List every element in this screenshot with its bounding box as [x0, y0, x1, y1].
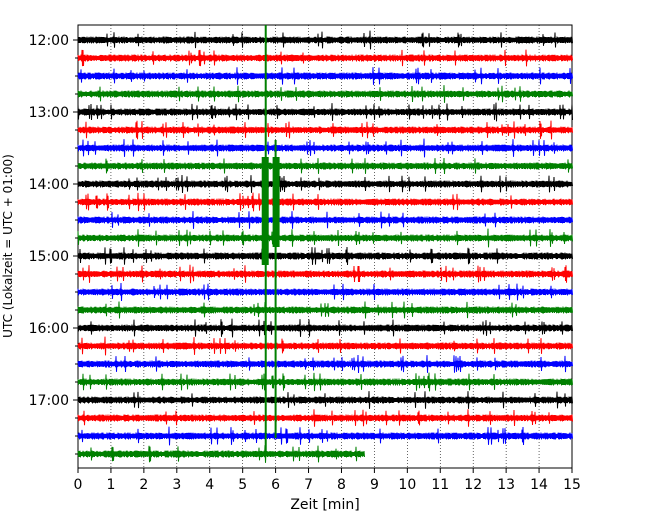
- event-burst: [272, 229, 280, 247]
- x-tick-label: 6: [271, 477, 280, 493]
- event-lines: [261, 25, 280, 456]
- event-burst: [261, 193, 269, 211]
- trace-row-21: [77, 409, 573, 427]
- trace-row-11: [77, 228, 573, 248]
- trace-row-2: [77, 67, 573, 85]
- trace-row-6: [77, 138, 573, 158]
- x-axis-label: Zeit [min]: [290, 497, 359, 513]
- trace-row-5: [77, 120, 573, 140]
- trace-row-8: [77, 174, 573, 194]
- event-burst: [272, 175, 280, 193]
- trace-row-10: [77, 211, 573, 229]
- x-tick-label: 7: [304, 477, 313, 493]
- trace-row-17: [77, 336, 573, 356]
- y-tick-label: 14:00: [29, 177, 69, 193]
- x-tick-label: 9: [370, 477, 379, 493]
- event-burst: [261, 229, 269, 247]
- trace-row-0: [77, 30, 573, 50]
- y-tick-label: 13:00: [29, 105, 69, 121]
- x-tick-label: 4: [205, 477, 214, 493]
- x-tick-label: 8: [337, 477, 346, 493]
- x-tick-label: 1: [106, 477, 115, 493]
- y-axis-label: UTC (Lokalzeit = UTC + 01:00): [1, 154, 15, 338]
- x-tick-label: 2: [139, 477, 148, 493]
- trace-row-1: [77, 49, 573, 67]
- trace-row-16: [77, 318, 573, 338]
- y-tick-label: 12:00: [29, 33, 69, 49]
- trace-row-4: [77, 102, 573, 122]
- event-burst: [261, 175, 269, 193]
- x-axis-ticks: 0 1 2 3 4 5 6 7 8 9 10 11 12 13 14 15: [74, 468, 581, 493]
- y-axis-ticks: 12:00 13:00 14:00 15:00 16:00 17:00: [29, 33, 78, 455]
- trace-row-23: [77, 445, 365, 463]
- x-tick-label: 3: [172, 477, 181, 493]
- trace-row-9: [77, 192, 573, 212]
- trace-row-15: [77, 301, 573, 319]
- trace-row-19: [77, 372, 573, 392]
- y-tick-label: 15:00: [29, 249, 69, 265]
- trace-row-13: [77, 264, 573, 284]
- event-burst: [272, 193, 280, 211]
- trace-row-3: [77, 85, 573, 103]
- x-tick-label: 12: [464, 477, 482, 493]
- x-tick-label: 0: [74, 477, 83, 493]
- x-tick-label: 13: [497, 477, 515, 493]
- x-tick-label: 10: [398, 477, 416, 493]
- trace-row-20: [77, 391, 573, 409]
- event-burst: [272, 211, 280, 229]
- event-burst: [261, 157, 269, 175]
- trace-row-7: [77, 157, 573, 175]
- event-burst: [261, 211, 269, 229]
- x-tick-label: 15: [563, 477, 581, 493]
- x-tick-label: 11: [431, 477, 449, 493]
- event-burst: [272, 157, 280, 175]
- y-tick-label: 16:00: [29, 321, 69, 337]
- x-tick-label: 14: [530, 477, 548, 493]
- seismic-traces: [77, 30, 573, 463]
- event-burst: [261, 247, 269, 265]
- trace-row-12: [77, 246, 573, 266]
- x-tick-label: 5: [238, 477, 247, 493]
- trace-row-22: [77, 426, 573, 446]
- trace-row-18: [77, 354, 573, 374]
- trace-row-14: [77, 282, 573, 302]
- y-tick-label: 17:00: [29, 393, 69, 409]
